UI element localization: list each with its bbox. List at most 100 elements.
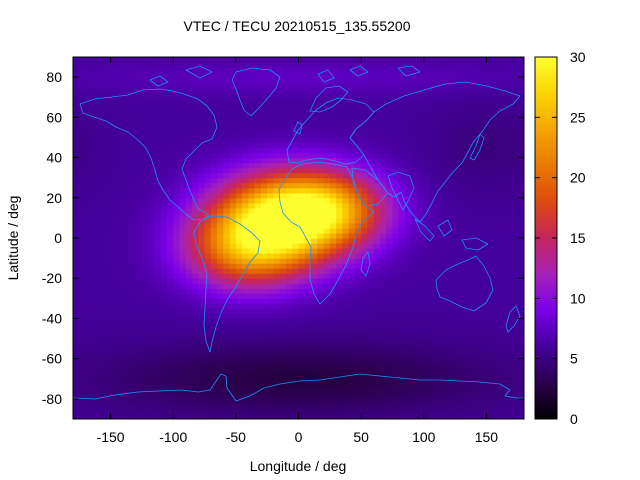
heatmap-cell — [79, 253, 87, 259]
heatmap-cell — [386, 192, 394, 199]
heatmap-cell — [455, 303, 462, 309]
heatmap-cell — [267, 152, 275, 159]
heatmap-cell — [110, 57, 118, 63]
heatmap-cell — [348, 177, 356, 184]
heatmap-cell — [223, 333, 231, 340]
heatmap-cell — [317, 278, 325, 284]
heatmap-cell — [229, 57, 237, 63]
heatmap-cell — [461, 338, 469, 345]
heatmap-cell — [329, 167, 337, 174]
heatmap-cell — [179, 238, 187, 244]
heatmap-cell — [342, 152, 350, 159]
heatmap-cell — [398, 388, 406, 395]
heatmap-cell — [235, 132, 243, 139]
heatmap-cell — [79, 117, 87, 123]
heatmap-cell — [235, 157, 243, 164]
heatmap-cell — [448, 62, 456, 68]
heatmap-cell — [179, 308, 187, 315]
heatmap-cell — [448, 238, 456, 244]
heatmap-cell — [442, 192, 450, 199]
heatmap-cell — [373, 202, 381, 209]
heatmap-cell — [386, 263, 394, 269]
heatmap-cell — [430, 268, 437, 274]
heatmap-cell — [379, 348, 387, 355]
heatmap-cell — [217, 383, 224, 390]
heatmap-cell — [317, 323, 325, 330]
heatmap-cell — [85, 338, 93, 345]
heatmap-cell — [342, 388, 350, 395]
heatmap-cell — [436, 378, 444, 385]
heatmap-cell — [467, 207, 475, 214]
heatmap-cell — [354, 303, 362, 309]
heatmap-cell — [254, 192, 262, 199]
heatmap-cell — [229, 273, 237, 279]
heatmap-cell — [317, 263, 325, 269]
heatmap-cell — [98, 353, 105, 360]
heatmap-cell — [285, 147, 293, 154]
heatmap-cell — [135, 303, 143, 309]
heatmap-cell — [461, 102, 469, 108]
heatmap-cell — [392, 243, 400, 249]
heatmap-cell — [198, 338, 206, 345]
heatmap-cell — [129, 152, 137, 159]
heatmap-cell — [192, 212, 199, 219]
heatmap-cell — [461, 152, 469, 159]
heatmap-cell — [242, 212, 249, 219]
heatmap-cell — [210, 67, 218, 73]
heatmap-cell — [442, 212, 450, 219]
heatmap-cell — [91, 182, 99, 189]
heatmap-cell — [166, 167, 174, 174]
heatmap-cell — [217, 273, 224, 279]
heatmap-cell — [417, 117, 425, 123]
heatmap-cell — [411, 258, 419, 264]
heatmap-cell — [404, 222, 412, 229]
heatmap-cell — [104, 57, 112, 63]
heatmap-cell — [392, 202, 400, 209]
heatmap-cell — [311, 192, 318, 199]
heatmap-cell — [160, 227, 168, 234]
heatmap-cell — [411, 127, 419, 134]
heatmap-cell — [104, 152, 112, 159]
heatmap-cell — [116, 253, 124, 259]
heatmap-cell — [85, 398, 93, 405]
heatmap-cell — [154, 57, 162, 63]
heatmap-cell — [235, 147, 243, 154]
heatmap-cell — [179, 62, 187, 68]
heatmap-cell — [329, 398, 337, 405]
heatmap-cell — [254, 273, 262, 279]
heatmap-cell — [185, 318, 193, 325]
heatmap-cell — [179, 283, 187, 289]
heatmap-cell — [154, 278, 162, 284]
heatmap-cell — [98, 288, 105, 294]
heatmap-cell — [217, 122, 224, 128]
heatmap-cell — [185, 197, 193, 204]
heatmap-cell — [223, 403, 231, 410]
heatmap-cell — [223, 67, 231, 73]
heatmap-cell — [135, 413, 143, 419]
heatmap-cell — [110, 253, 118, 259]
heatmap-cell — [210, 293, 218, 299]
heatmap-cell — [135, 368, 143, 375]
heatmap-cell — [329, 57, 337, 63]
heatmap-cell — [91, 62, 99, 68]
heatmap-cell — [492, 227, 500, 234]
heatmap-cell — [73, 323, 80, 330]
heatmap-cell — [116, 373, 124, 380]
heatmap-cell — [91, 192, 99, 199]
heatmap-cell — [486, 197, 494, 204]
heatmap-cell — [480, 373, 488, 380]
heatmap-cell — [311, 398, 318, 405]
heatmap-cell — [198, 353, 206, 360]
heatmap-cell — [242, 187, 249, 194]
heatmap-cell — [473, 167, 481, 174]
heatmap-cell — [285, 222, 293, 229]
heatmap-cell — [505, 278, 513, 284]
heatmap-cell — [179, 197, 187, 204]
heatmap-cell — [116, 398, 124, 405]
heatmap-cell — [348, 102, 356, 108]
heatmap-cell — [73, 167, 80, 174]
heatmap-cell — [73, 338, 80, 345]
heatmap-cell — [185, 212, 193, 219]
heatmap-cell — [392, 232, 400, 239]
heatmap-cell — [129, 147, 137, 154]
